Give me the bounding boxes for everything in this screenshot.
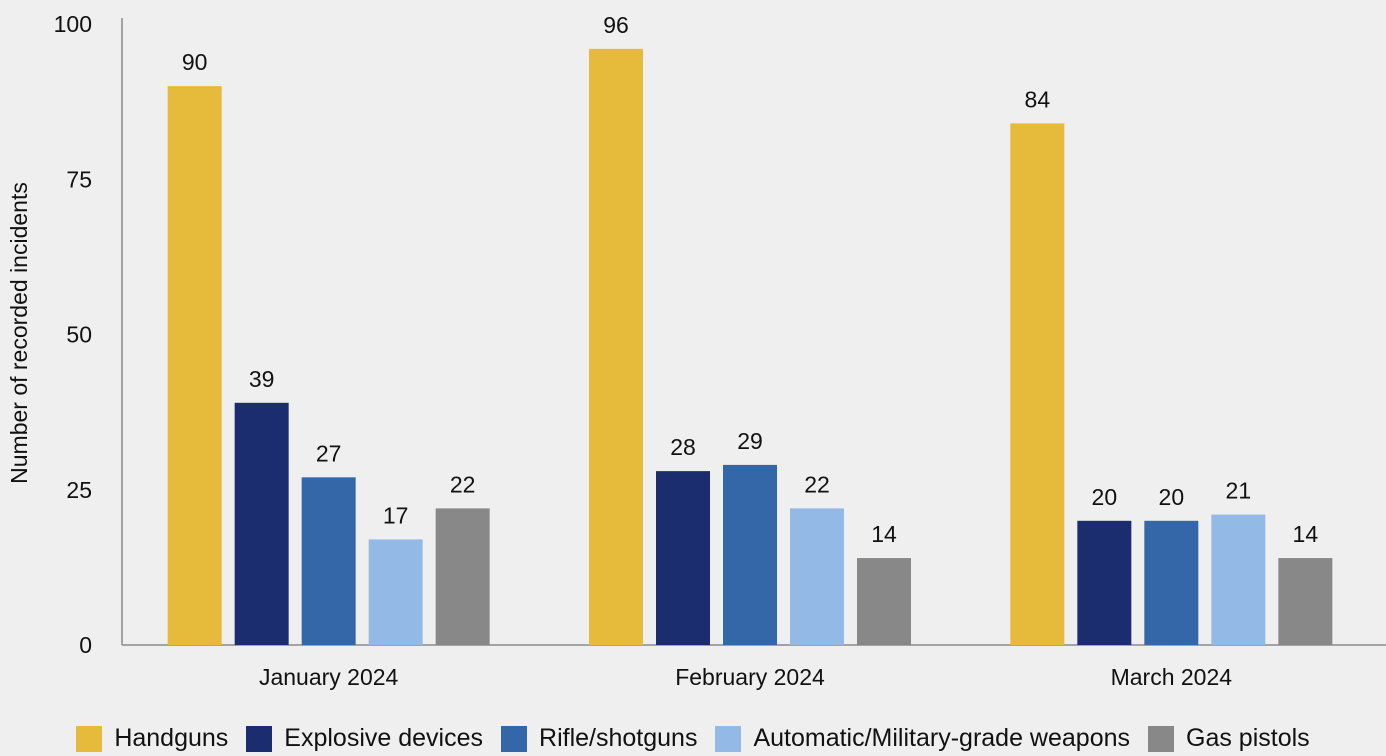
bar-explosive-devices-march-2024	[1077, 520, 1132, 645]
data-label: 22	[450, 471, 476, 497]
data-label: 20	[1159, 484, 1185, 510]
legend-label-handguns: Handguns	[114, 724, 229, 752]
chart-legend: Handguns Explosive devices Rifle/shotgun…	[0, 724, 1386, 753]
bar-explosive-devices-january-2024	[234, 402, 289, 645]
y-tick-label: 75	[66, 166, 92, 192]
x-category-label: January 2024	[259, 664, 399, 690]
legend-label-automatic-military: Automatic/Military-grade weapons	[753, 724, 1131, 752]
data-label: 22	[804, 471, 830, 497]
legend-label-explosive-devices: Explosive devices	[284, 724, 484, 752]
bar-handguns-february-2024	[589, 48, 643, 645]
legend-item-rifle-shotguns: Rifle/shotguns	[501, 724, 697, 753]
data-label: 17	[383, 502, 409, 528]
bar-automatic-military-grade-weapons-january-2024	[368, 539, 423, 645]
legend-item-explosive-devices: Explosive devices	[246, 724, 483, 753]
bar-handguns-january-2024	[167, 86, 222, 646]
data-label: 21	[1226, 478, 1252, 504]
legend-swatch-explosive-devices	[246, 725, 273, 752]
y-tick-label: 0	[79, 632, 92, 658]
bar-gas-pistols-january-2024	[435, 508, 490, 645]
data-label: 90	[182, 49, 208, 75]
data-label: 20	[1092, 484, 1118, 510]
data-label: 14	[871, 521, 897, 547]
y-tick-label: 25	[66, 477, 92, 503]
chart-marks: 0 25 50 75 100 90 39 27 17 22 January 2024 96 28 29 22…	[54, 11, 1333, 690]
legend-swatch-handguns	[76, 725, 103, 752]
bar-handguns-march-2024	[1010, 123, 1065, 646]
x-category-label: February 2024	[675, 664, 825, 690]
data-label: 14	[1293, 521, 1319, 547]
legend-label-rifle-shotguns: Rifle/shotguns	[539, 724, 698, 752]
legend-item-gas-pistols: Gas pistols	[1148, 724, 1310, 753]
y-axis-title: Number of recorded incidents	[6, 182, 32, 484]
bar-automatic-military-grade-weapons-march-2024	[1211, 514, 1266, 645]
bar-chart: Number of recorded incidents 0 25 50 75 100 9…	[6, 11, 1386, 690]
data-label: 29	[737, 428, 763, 454]
bar-gas-pistols-february-2024	[857, 558, 911, 645]
bar-explosive-devices-february-2024	[656, 471, 710, 645]
legend-item-handguns: Handguns	[76, 724, 228, 753]
bar-rifle-shotguns-january-2024	[301, 477, 356, 645]
data-label: 27	[316, 440, 342, 466]
legend-swatch-gas-pistols	[1148, 725, 1175, 752]
data-label: 39	[249, 366, 275, 392]
bar-automatic-military-grade-weapons-february-2024	[790, 508, 844, 645]
data-label: 28	[670, 434, 696, 460]
legend-item-automatic-military: Automatic/Military-grade weapons	[715, 724, 1130, 753]
bar-gas-pistols-march-2024	[1278, 558, 1333, 645]
data-label: 96	[603, 12, 629, 38]
legend-swatch-rifle-shotguns	[501, 725, 528, 752]
data-label: 84	[1025, 86, 1051, 112]
legend-swatch-automatic-military	[715, 725, 742, 752]
bar-rifle-shotguns-march-2024	[1144, 520, 1199, 645]
y-tick-label: 50	[66, 322, 92, 348]
x-category-label: March 2024	[1111, 664, 1233, 690]
y-tick-label: 100	[54, 11, 92, 37]
bar-rifle-shotguns-february-2024	[723, 464, 777, 645]
legend-label-gas-pistols: Gas pistols	[1186, 724, 1310, 752]
